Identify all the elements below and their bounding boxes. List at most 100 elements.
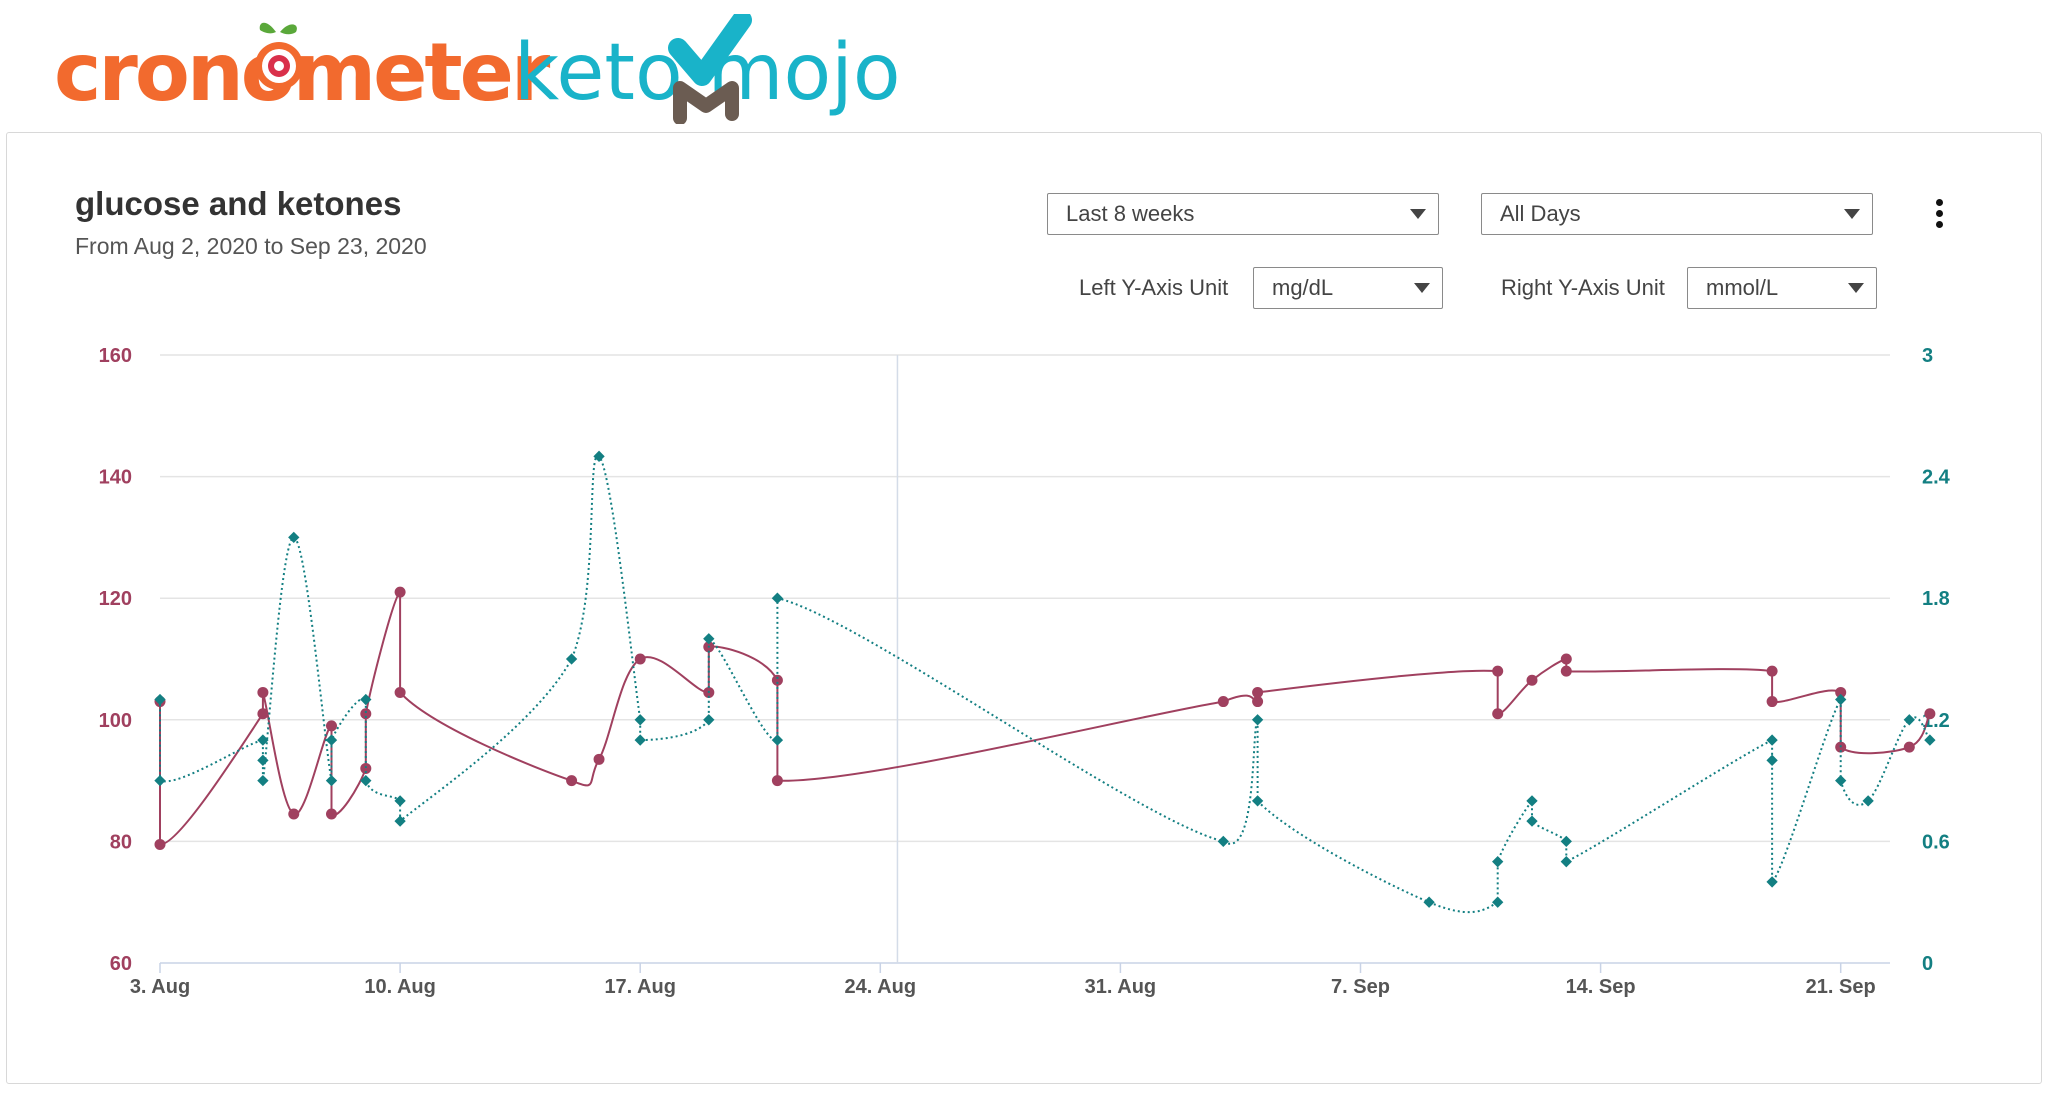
cronometer-target-icon <box>255 22 303 90</box>
ketones-point <box>1766 734 1778 746</box>
ketones-point <box>325 734 338 746</box>
right-axis-tick-label: 0.6 <box>1922 831 1950 853</box>
x-tick-label: 14. Sep <box>1566 976 1636 998</box>
x-tick-label: 31. Aug <box>1085 976 1157 998</box>
x-tick-label: 10. Aug <box>364 976 436 998</box>
glucose-point <box>257 686 269 698</box>
glucose-point <box>288 808 300 820</box>
ketones-point <box>703 714 715 726</box>
glucose-point <box>1766 665 1778 677</box>
range-select-value: Last 8 weeks <box>1066 201 1195 226</box>
right-axis-tick-label: 3 <box>1922 345 1933 367</box>
days-select[interactable]: All Days <box>1481 193 1873 235</box>
ketones-point <box>565 653 578 665</box>
left-axis-unit-label: Left Y-Axis Unit <box>1079 275 1229 300</box>
glucose-point <box>1526 674 1538 686</box>
ketones-point <box>634 734 646 746</box>
glucose-point <box>154 838 166 850</box>
glucose-point <box>771 775 783 787</box>
glucose-point <box>394 686 406 698</box>
ketones-point <box>1835 774 1847 787</box>
x-tick-label: 7. Sep <box>1331 976 1390 998</box>
glucose-point <box>1252 686 1264 698</box>
ketones-point <box>703 633 715 645</box>
glucose-point <box>1492 665 1504 677</box>
glucose-point <box>1252 696 1264 708</box>
chevron-down-icon <box>1410 209 1426 219</box>
range-select[interactable]: Last 8 weeks <box>1047 193 1439 235</box>
glucose-point <box>257 708 269 720</box>
chevron-down-icon <box>1414 283 1430 293</box>
ketones-point <box>1560 835 1572 848</box>
glucose-point <box>1560 653 1572 665</box>
ketones-point <box>360 774 372 787</box>
ketones-point <box>634 714 646 726</box>
ketones-point <box>360 693 372 706</box>
right-axis-unit-value: mmol/L <box>1706 275 1779 300</box>
ketones-point <box>288 531 300 544</box>
ketones-point <box>257 774 269 787</box>
ketones-point <box>593 450 605 462</box>
left-axis-unit-value: mg/dL <box>1272 275 1334 300</box>
ketones-point <box>1903 714 1915 726</box>
ketones-point <box>1492 896 1504 908</box>
chevron-down-icon <box>1848 283 1864 293</box>
ketones-point <box>1560 856 1572 868</box>
ketones-point <box>1766 876 1778 888</box>
right-axis-unit-select[interactable]: mmol/L <box>1687 267 1877 309</box>
left-axis-tick-label: 80 <box>110 831 132 853</box>
glucose-point <box>1766 696 1778 708</box>
right-axis-tick-label: 0 <box>1922 953 1933 975</box>
ketones-point <box>1862 795 1874 807</box>
ketones-point <box>1251 795 1264 807</box>
left-axis-tick-label: 140 <box>99 467 132 489</box>
x-tick-label: 24. Aug <box>845 976 917 998</box>
chart-card: glucose and ketones From Aug 2, 2020 to … <box>6 132 2042 1084</box>
glucose-point <box>634 653 646 665</box>
ketones-point <box>394 815 406 827</box>
x-tick-label: 3. Aug <box>130 976 190 998</box>
glucose-point <box>1217 696 1229 708</box>
glucose-point <box>566 775 578 787</box>
ketones-point <box>1835 693 1847 706</box>
ketones-point <box>154 693 166 706</box>
x-tick-label: 21. Sep <box>1806 976 1876 998</box>
x-tick-label: 17. Aug <box>604 976 676 998</box>
ketones-point <box>1217 835 1229 848</box>
glucose-point <box>593 753 605 765</box>
chart-date-range: From Aug 2, 2020 to Sep 23, 2020 <box>75 233 427 259</box>
left-axis-unit-select[interactable]: mg/dL <box>1253 267 1443 309</box>
more-options-icon[interactable] <box>1927 197 1951 237</box>
right-axis-unit-label: Right Y-Axis Unit <box>1501 275 1665 300</box>
glucose-point <box>1560 665 1572 677</box>
glucose-point <box>1924 708 1936 720</box>
left-axis-tick-label: 100 <box>99 710 132 732</box>
glucose-point <box>394 586 406 598</box>
ketones-series-line <box>158 455 1931 914</box>
ketones-point <box>771 734 784 746</box>
logo-bar: cronometer keto mojo <box>54 14 954 134</box>
left-axis-tick-label: 60 <box>110 953 132 975</box>
glucose-point <box>771 674 783 686</box>
left-axis-tick-label: 160 <box>99 345 132 367</box>
cronometer-logo: cronometer <box>54 28 550 118</box>
glucose-point <box>1492 708 1504 720</box>
right-axis-tick-label: 1.8 <box>1922 588 1950 610</box>
ketomojo-mark-icon <box>668 14 752 124</box>
right-axis-tick-label: 2.4 <box>1922 467 1951 489</box>
ketones-point <box>1526 795 1538 807</box>
ketones-point <box>257 754 269 766</box>
glucose-point <box>326 720 337 732</box>
glucose-point <box>360 708 372 720</box>
ketones-point <box>1526 815 1538 827</box>
ketones-point <box>154 774 166 787</box>
ketones-point <box>257 734 269 746</box>
glucose-point <box>1835 686 1847 698</box>
ketones-point <box>1492 856 1504 868</box>
ketones-point <box>771 592 784 604</box>
ketones-point <box>1766 754 1778 766</box>
left-axis-tick-label: 120 <box>99 588 132 610</box>
glucose-point <box>326 808 337 820</box>
ketones-point <box>1423 896 1435 908</box>
